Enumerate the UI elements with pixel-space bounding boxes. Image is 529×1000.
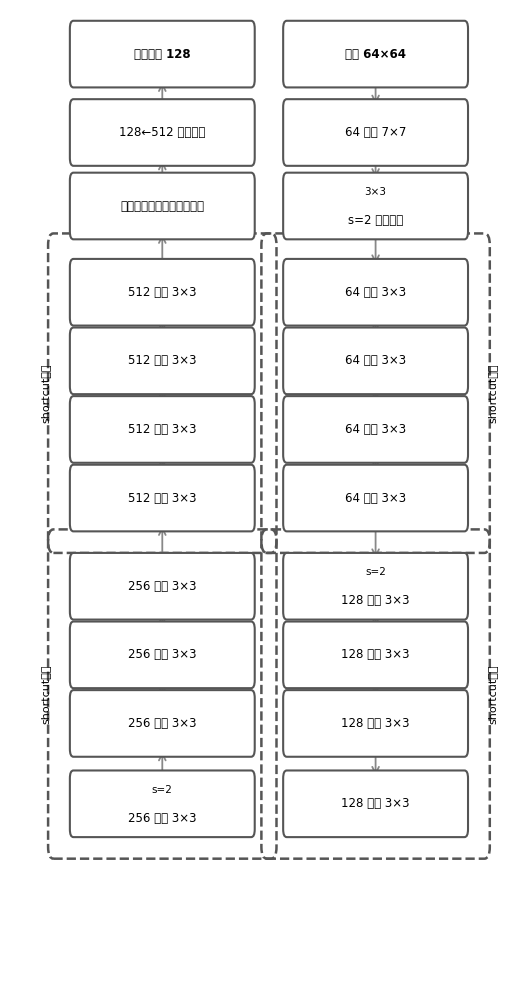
Text: 3×3: 3×3 bbox=[364, 187, 387, 197]
FancyBboxPatch shape bbox=[70, 99, 255, 166]
FancyBboxPatch shape bbox=[283, 553, 468, 620]
Text: 256 卷积 3×3: 256 卷积 3×3 bbox=[128, 717, 197, 730]
FancyBboxPatch shape bbox=[70, 465, 255, 531]
Text: s=2 池化大池: s=2 池化大池 bbox=[348, 214, 403, 227]
Text: 256 卷积 3×3: 256 卷积 3×3 bbox=[128, 648, 197, 661]
FancyBboxPatch shape bbox=[283, 21, 468, 87]
Text: 128←512 全连接层: 128←512 全连接层 bbox=[119, 126, 205, 139]
Text: s=2: s=2 bbox=[365, 567, 386, 577]
Text: 512 卷积 3×3: 512 卷积 3×3 bbox=[128, 492, 197, 505]
FancyBboxPatch shape bbox=[70, 770, 255, 837]
Text: 64 卷积 3×3: 64 卷积 3×3 bbox=[345, 286, 406, 299]
Text: shortcut连接: shortcut连接 bbox=[487, 664, 497, 724]
Text: 64 卷积 3×3: 64 卷积 3×3 bbox=[345, 354, 406, 367]
FancyBboxPatch shape bbox=[283, 99, 468, 166]
Text: 256 卷积 3×3: 256 卷积 3×3 bbox=[128, 812, 197, 825]
FancyBboxPatch shape bbox=[70, 553, 255, 620]
FancyBboxPatch shape bbox=[70, 690, 255, 757]
FancyBboxPatch shape bbox=[70, 173, 255, 239]
Text: s=2: s=2 bbox=[152, 785, 173, 795]
FancyBboxPatch shape bbox=[283, 465, 468, 531]
FancyBboxPatch shape bbox=[70, 328, 255, 394]
Text: shortcut连接: shortcut连接 bbox=[487, 363, 497, 423]
Text: 压缩输出 128: 压缩输出 128 bbox=[134, 48, 190, 61]
FancyBboxPatch shape bbox=[283, 622, 468, 688]
Text: 64 卷积 3×3: 64 卷积 3×3 bbox=[345, 423, 406, 436]
Text: 128 卷积 3×3: 128 卷积 3×3 bbox=[341, 717, 410, 730]
Text: 256 卷积 3×3: 256 卷积 3×3 bbox=[128, 580, 197, 593]
Text: 128 卷积 3×3: 128 卷积 3×3 bbox=[341, 648, 410, 661]
FancyBboxPatch shape bbox=[70, 259, 255, 326]
FancyBboxPatch shape bbox=[70, 21, 255, 87]
FancyBboxPatch shape bbox=[70, 622, 255, 688]
FancyBboxPatch shape bbox=[283, 396, 468, 463]
FancyBboxPatch shape bbox=[283, 173, 468, 239]
Text: 512 卷积 3×3: 512 卷积 3×3 bbox=[128, 354, 197, 367]
FancyBboxPatch shape bbox=[283, 259, 468, 326]
FancyBboxPatch shape bbox=[283, 328, 468, 394]
Text: 64 卷积 7×7: 64 卷积 7×7 bbox=[345, 126, 406, 139]
FancyBboxPatch shape bbox=[70, 396, 255, 463]
Text: 512 卷积 3×3: 512 卷积 3×3 bbox=[128, 423, 197, 436]
Text: 64 卷积 3×3: 64 卷积 3×3 bbox=[345, 492, 406, 505]
Text: 自适应连接层（平均池化）: 自适应连接层（平均池化） bbox=[120, 200, 204, 213]
FancyBboxPatch shape bbox=[283, 770, 468, 837]
Text: shortcut连接: shortcut连接 bbox=[40, 664, 50, 724]
Text: 512 卷积 3×3: 512 卷积 3×3 bbox=[128, 286, 197, 299]
FancyBboxPatch shape bbox=[283, 690, 468, 757]
Text: 分类 64×64: 分类 64×64 bbox=[345, 48, 406, 61]
Text: 128 卷积 3×3: 128 卷积 3×3 bbox=[341, 594, 410, 607]
Text: 128 卷积 3×3: 128 卷积 3×3 bbox=[341, 797, 410, 810]
Text: shortcut连接: shortcut连接 bbox=[40, 363, 50, 423]
